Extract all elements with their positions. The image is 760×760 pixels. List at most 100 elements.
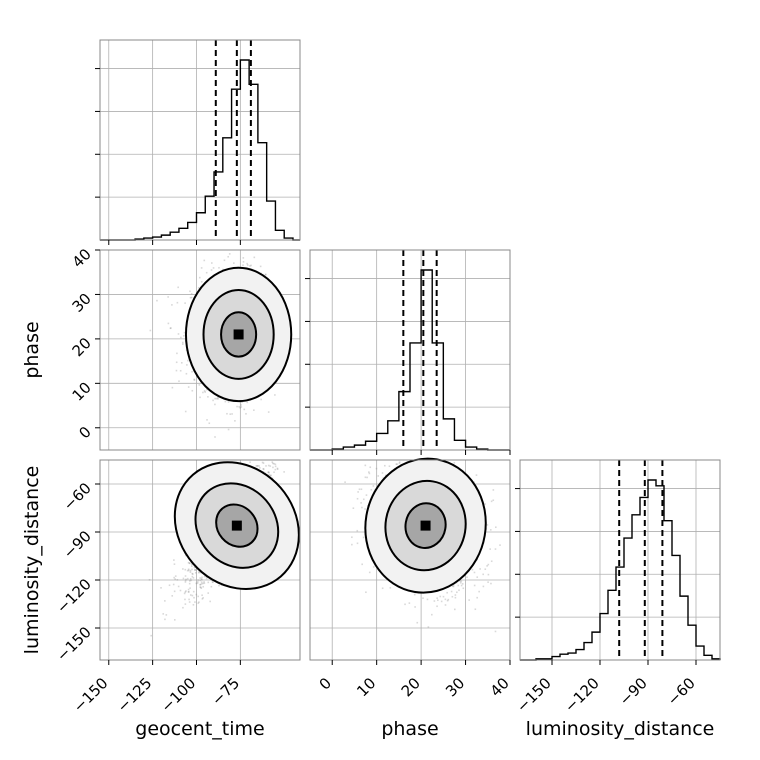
sample-point [187,591,190,593]
sample-point [261,461,264,464]
sample-point [228,253,231,255]
sample-point [240,404,242,406]
sample-point [256,465,259,467]
sample-point [490,582,492,585]
sample-point [198,601,200,603]
sample-point [181,341,184,344]
sample-point [246,401,249,404]
sample-point [253,409,255,411]
sample-point [413,593,416,596]
sample-point [274,394,276,396]
sample-point [175,369,178,372]
sample-point [482,573,484,576]
hist-panel-luminosity_distance [515,459,721,665]
histogram-luminosity_distance [520,479,721,661]
sample-point [356,529,359,532]
ytick-label-luminosity_distance-3: −60 [60,479,95,514]
sample-point [490,500,493,503]
sample-point [177,286,179,289]
xtick-label-phase-0: 0 [316,674,335,693]
sample-point [193,566,196,569]
sample-point [433,600,436,602]
sample-point [258,465,260,467]
sample-point [451,585,454,587]
sample-point [273,471,275,474]
sample-point [372,566,375,568]
sample-point [187,386,190,388]
sample-point [239,407,242,409]
panel-frame [99,39,301,241]
sample-point [486,524,489,526]
sample-point [162,613,165,615]
sample-point [200,583,203,585]
sample-point [188,582,191,585]
sample-point [440,600,443,603]
sample-point [173,563,176,565]
sample-point [186,577,189,580]
sample-point [366,476,368,479]
sample-point [452,585,455,588]
xtick-label-geocent_time-0: −150 [70,674,112,716]
sample-point [436,597,438,599]
xtick-label-geocent_time-3: −75 [208,674,243,709]
sample-point [206,388,208,391]
sample-point [283,471,285,473]
sample-point [186,569,189,572]
sample-point [191,575,194,578]
sample-point [476,576,479,578]
sample-point [262,468,265,470]
sample-point [351,543,353,546]
sample-point [167,322,170,325]
sample-point [427,626,430,628]
sample-point [194,601,196,603]
sample-point [372,485,375,487]
density-peak [420,520,431,531]
sample-point [377,475,380,477]
sample-point [238,405,240,408]
sample-point [453,461,456,464]
panel-frame [99,459,301,661]
sample-point [272,466,274,469]
sample-point [368,571,371,574]
sample-point [365,591,367,594]
sample-point [191,370,193,373]
sample-point [253,256,256,259]
sample-point [268,471,270,474]
sample-point [456,591,458,594]
xtick-label-phase-4: 40 [487,674,513,700]
sample-point [198,276,201,279]
sample-point [187,569,190,572]
sample-point [218,584,220,587]
sample-point [188,580,191,582]
xtick-label-luminosity_distance-0: −150 [513,674,555,716]
sample-point [437,599,439,602]
sample-point [260,398,262,401]
density-peak [231,520,242,531]
sample-point [444,604,447,606]
sample-point [487,563,490,566]
sample-point [461,583,464,585]
sample-point [269,465,272,467]
sample-point [446,599,449,602]
sample-point [189,577,192,580]
ytick-label-phase-4: 40 [69,245,95,271]
sample-point [201,578,203,581]
sample-point [274,465,277,468]
sample-point [431,613,433,616]
sample-point [200,581,203,583]
sample-point [214,403,216,406]
sample-point [199,583,202,586]
sample-point [439,595,442,598]
sample-point [236,405,238,408]
sample-point [188,598,190,601]
sample-point [246,262,248,265]
sample-point [203,390,206,392]
sample-point [444,598,447,601]
sample-point [199,571,202,574]
sample-point [184,581,187,583]
sample-point [199,583,201,586]
ytick-label-phase-2: 20 [69,334,95,360]
sample-point [193,378,196,381]
sample-point [180,336,182,339]
sample-point [454,596,457,599]
